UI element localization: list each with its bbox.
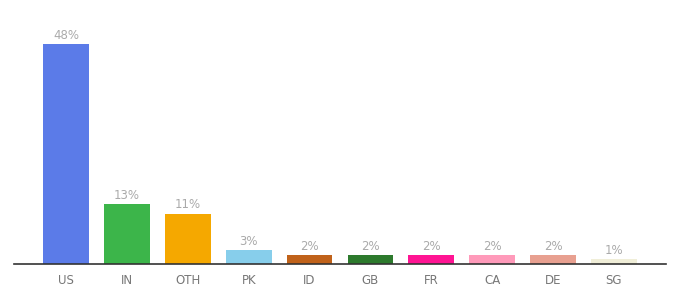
Bar bbox=[530, 255, 576, 264]
Bar bbox=[287, 255, 333, 264]
Text: 1%: 1% bbox=[605, 244, 623, 257]
Bar bbox=[469, 255, 515, 264]
Text: 48%: 48% bbox=[53, 28, 79, 42]
Bar bbox=[347, 255, 393, 264]
Bar bbox=[44, 44, 89, 264]
Text: 2%: 2% bbox=[483, 239, 501, 253]
Bar bbox=[165, 214, 211, 264]
Bar bbox=[104, 204, 150, 264]
Text: 11%: 11% bbox=[175, 198, 201, 211]
Text: 2%: 2% bbox=[361, 239, 379, 253]
Text: 2%: 2% bbox=[422, 239, 441, 253]
Bar bbox=[591, 260, 636, 264]
Text: 13%: 13% bbox=[114, 189, 140, 202]
Bar bbox=[409, 255, 454, 264]
Text: 2%: 2% bbox=[301, 239, 319, 253]
Text: 3%: 3% bbox=[239, 235, 258, 248]
Bar bbox=[226, 250, 271, 264]
Text: 2%: 2% bbox=[544, 239, 562, 253]
